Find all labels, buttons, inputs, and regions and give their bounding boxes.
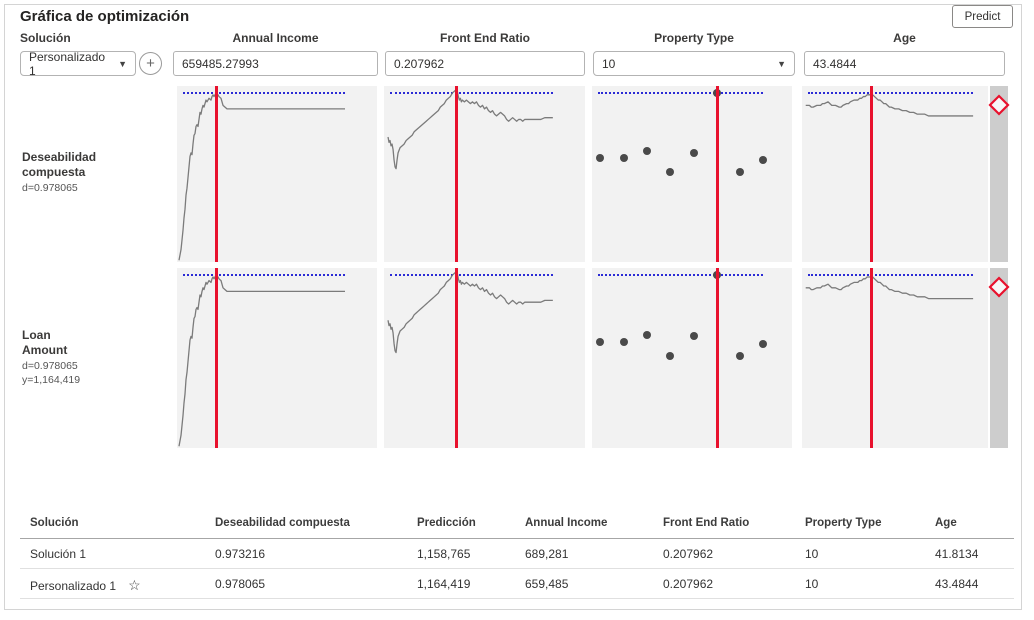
table-divider (20, 598, 1014, 599)
factor-current-value-line[interactable] (215, 268, 218, 448)
table-row[interactable]: Solución 1 0.973216 1,158,765 689,281 0.2079… (20, 538, 1014, 568)
factor-annual-income-label: Annual Income (232, 31, 319, 45)
target-dotted-line (183, 92, 345, 94)
profiler-plot-property-type-row2[interactable] (592, 268, 792, 448)
response-strip-row1 (988, 86, 1010, 262)
table-cell: 659,485 (525, 577, 569, 591)
solution-select[interactable]: Personalizado 1 ▼ (20, 49, 136, 78)
profiler-plot-property-type-row1[interactable] (592, 86, 792, 262)
table-cell: 10 (805, 547, 819, 561)
page-title: Gráfica de optimización (20, 8, 190, 25)
factor-property-type-label: Property Type (654, 31, 734, 45)
scatter-point (666, 168, 674, 177)
prediction-trace (802, 86, 988, 262)
factor-front-end-ratio-label: Front End Ratio (440, 31, 530, 45)
table-header-deseabilidad-compuesta: Deseabilidad compuesta (215, 517, 350, 529)
table-cell: 43.4844 (935, 577, 979, 591)
factor-current-value-line[interactable] (716, 86, 719, 262)
prediction-trace (177, 86, 377, 262)
prediction-trace (384, 86, 585, 262)
factor-current-value-line[interactable] (716, 268, 719, 448)
scatter-point (736, 352, 744, 361)
prediction-trace (177, 268, 377, 448)
factor-current-value-line[interactable] (455, 268, 458, 448)
table-cell: 1,164,419 (417, 577, 471, 591)
table-header-front-end-ratio: Front End Ratio (663, 517, 750, 529)
table-cell: Personalizado 1 ☆ (30, 577, 141, 593)
table-cell: 689,281 (525, 547, 569, 561)
factor-current-value-line[interactable] (870, 268, 873, 448)
table-cell: 0.973216 (215, 547, 266, 561)
table-cell: 10 (805, 577, 819, 591)
table-cell: Solución 1 (30, 547, 87, 561)
profiler-plot-annual-income-row2[interactable] (177, 268, 377, 448)
table-header-soluci-n: Solución (30, 517, 79, 529)
scatter-point (690, 332, 698, 341)
table-cell: 0.978065 (215, 577, 266, 591)
profiler-plot-age-row1[interactable] (802, 86, 988, 262)
target-dotted-line (598, 274, 763, 276)
table-divider (20, 538, 1014, 539)
target-dotted-line (598, 92, 763, 94)
scatter-point (620, 337, 628, 346)
profiler-row-stat: y=1,164,419 (22, 374, 81, 386)
factor-current-value-line[interactable] (455, 86, 458, 262)
red-diamond-marker-icon (988, 276, 1010, 298)
factor-age-input[interactable] (804, 51, 1005, 76)
factor-property-type-value: 10 (602, 56, 616, 71)
prediction-trace (384, 268, 585, 448)
table-cell: 0.207962 (663, 577, 714, 591)
table-header-age: Age (935, 517, 957, 529)
target-dotted-line (808, 274, 973, 276)
scatter-point (596, 154, 604, 163)
add-solution-button[interactable]: + (139, 52, 162, 75)
factor-current-value-line[interactable] (870, 86, 873, 262)
factor-front-end-ratio-input[interactable] (385, 51, 585, 76)
table-row[interactable]: Personalizado 1 ☆ 0.978065 1,164,419 659,485… (20, 568, 1014, 598)
scatter-point (690, 148, 698, 157)
table-header-predicci-n: Predicción (417, 517, 476, 529)
scatter-point (759, 155, 767, 164)
factor-annual-income-input[interactable] (173, 51, 378, 76)
table-cell: 1,158,765 (417, 547, 471, 561)
scatter-point (643, 330, 651, 339)
profiler-plot-annual-income-row1[interactable] (177, 86, 377, 262)
table-header-annual-income: Annual Income (525, 517, 608, 529)
predict-button[interactable]: Predict (952, 5, 1013, 28)
table-header-property-type: Property Type (805, 517, 882, 529)
scatter-point (620, 154, 628, 163)
factor-property-type-select[interactable]: 10 ▼ (593, 51, 795, 76)
red-diamond-marker-icon (988, 94, 1010, 116)
profiler-plot-front-end-ratio-row2[interactable] (384, 268, 585, 448)
scatter-point (666, 352, 674, 361)
target-dotted-line (808, 92, 973, 94)
star-icon[interactable]: ☆ (128, 577, 141, 593)
response-strip-row2 (988, 268, 1010, 448)
profiler-row-stat: d=0.978065 (22, 360, 78, 372)
profiler-row-label-desirability: Deseabilidad compuesta (22, 150, 97, 179)
scatter-point (759, 339, 767, 348)
profiler-row-stat: d=0.978065 (22, 182, 78, 194)
profiler-plot-front-end-ratio-row1[interactable] (384, 86, 585, 262)
table-cell: 41.8134 (935, 547, 979, 561)
profiler-row-label-loan-amount: Loan Amount (22, 328, 68, 357)
profiler-plot-age-row2[interactable] (802, 268, 988, 448)
target-dotted-line (183, 274, 345, 276)
solution-label: Solución (20, 31, 71, 45)
table-divider (20, 568, 1014, 569)
chevron-down-icon: ▼ (118, 58, 127, 69)
chevron-down-icon: ▼ (777, 58, 786, 69)
prediction-trace (802, 268, 988, 448)
plus-icon: + (146, 54, 155, 72)
table-cell: 0.207962 (663, 547, 714, 561)
factor-age-label: Age (893, 31, 916, 45)
factor-current-value-line[interactable] (215, 86, 218, 262)
scatter-point (596, 337, 604, 346)
target-dotted-line (390, 92, 553, 94)
solution-select-value: Personalizado 1 (29, 49, 106, 78)
scatter-point (736, 168, 744, 177)
target-dotted-line (390, 274, 553, 276)
scatter-point (643, 147, 651, 156)
